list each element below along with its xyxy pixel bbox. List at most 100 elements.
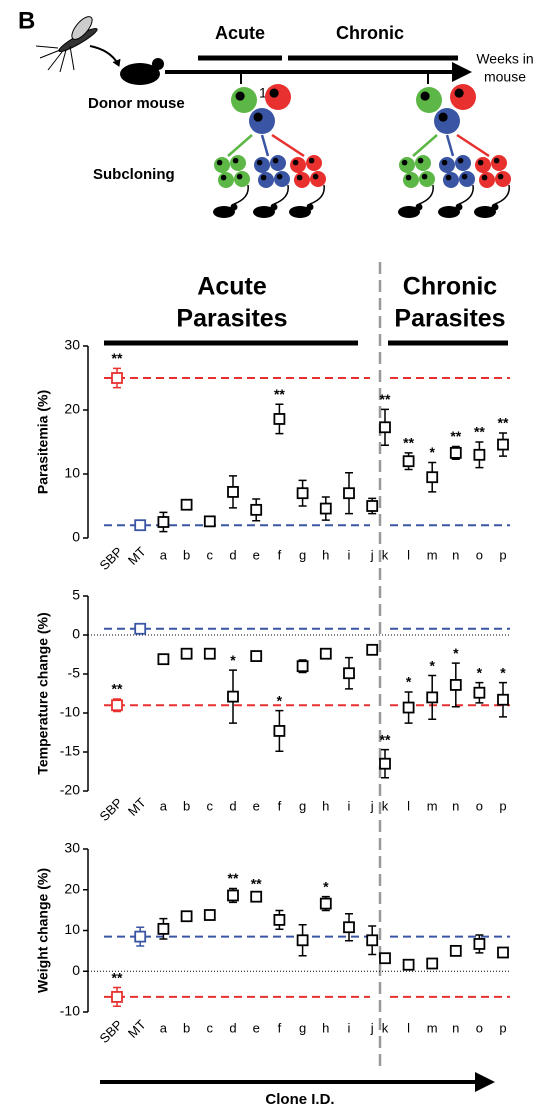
x-tick-label: c <box>207 547 214 562</box>
mosquito <box>35 16 121 73</box>
data-point <box>111 372 123 384</box>
data-point <box>180 498 193 511</box>
subcloning-label: Subcloning <box>93 166 175 183</box>
data-point <box>366 500 379 512</box>
cell <box>399 157 415 173</box>
cell-nucleus <box>405 174 412 181</box>
x-tick-label: n <box>452 547 459 562</box>
cell <box>294 172 310 188</box>
y-tick-label: 5 <box>72 587 80 603</box>
data-point <box>157 516 170 528</box>
significance-label: ** <box>112 681 123 697</box>
cell-nucleus <box>216 159 223 166</box>
x-tick-label: k <box>382 798 389 813</box>
x-tick-label: e <box>253 798 260 813</box>
x-tick-label: f <box>278 547 282 562</box>
x-tick-label: g <box>299 1020 306 1035</box>
cell <box>214 157 230 173</box>
timepoint-label: 1 <box>259 85 267 101</box>
data-point <box>250 890 263 903</box>
cell <box>450 84 476 110</box>
cell-nucleus <box>493 157 500 164</box>
significance-label: ** <box>228 870 239 886</box>
data-point <box>366 643 379 656</box>
cell <box>439 157 455 173</box>
mouse-icon <box>474 206 496 218</box>
significance-label: ** <box>474 424 485 440</box>
cell-nucleus <box>220 174 227 181</box>
cell-nucleus <box>401 159 408 166</box>
group-label: Parasites <box>176 305 287 333</box>
data-point <box>157 653 170 666</box>
timeline-label: mouse <box>484 69 526 85</box>
cell <box>491 155 507 171</box>
x-tick-label: p <box>499 1020 506 1035</box>
arrow <box>227 134 253 157</box>
y-tick-label: 10 <box>64 465 80 481</box>
cell <box>479 172 495 188</box>
cell-nucleus <box>420 91 430 101</box>
data-point <box>319 647 332 660</box>
data-point <box>273 725 286 737</box>
cell <box>249 108 275 134</box>
cell-nucleus <box>269 88 279 98</box>
data-point <box>449 944 462 957</box>
x-tick-label: p <box>499 798 506 813</box>
phase-label: Acute <box>215 23 265 43</box>
data-point <box>426 957 439 970</box>
group-label: Acute <box>197 273 267 301</box>
data-point <box>250 503 263 516</box>
x-tick-label: g <box>299 547 306 562</box>
x-tick-label: b <box>183 1020 190 1035</box>
x-tick-label: o <box>476 547 483 562</box>
x-tick-label: i <box>348 1020 351 1035</box>
x-tick-label: i <box>348 547 351 562</box>
data-point <box>319 897 332 910</box>
significance-label: ** <box>251 876 262 892</box>
x-tick-label: c <box>207 798 214 813</box>
mouse-icon <box>398 206 420 218</box>
significance-label: ** <box>380 731 391 747</box>
mouse-icon <box>120 58 164 85</box>
timeline-arrow <box>452 62 472 82</box>
x-tick-label: m <box>427 798 438 813</box>
x-tick-label: d <box>229 547 236 562</box>
x-tick-label: b <box>183 547 190 562</box>
x-tick-label: b <box>183 798 190 813</box>
cell-nucleus <box>441 159 448 166</box>
y-tick-label: 20 <box>64 401 80 417</box>
arrow <box>412 134 438 157</box>
mouse-icon <box>491 203 499 211</box>
x-tick-label: e <box>253 547 260 562</box>
data-point <box>134 930 147 943</box>
cell-nucleus <box>497 173 504 180</box>
data-point <box>111 699 123 712</box>
y-tick-label: 10 <box>64 921 80 937</box>
cell-nucleus <box>461 173 468 180</box>
cell-nucleus <box>457 157 464 164</box>
data-point <box>426 471 439 484</box>
significance-label: * <box>453 645 459 661</box>
arrow <box>260 134 270 157</box>
significance-label: * <box>230 652 236 668</box>
y-tick-label: -10 <box>60 1003 80 1019</box>
x-tick-label: h <box>322 798 329 813</box>
data-point <box>227 889 239 902</box>
x-arrow-head <box>475 1072 495 1092</box>
arrow <box>418 184 434 205</box>
mouse-icon <box>455 203 463 211</box>
x-tick-label: a <box>160 798 168 813</box>
cell <box>416 87 442 113</box>
data-point <box>402 958 415 971</box>
data-point <box>473 686 486 699</box>
data-point <box>296 487 309 500</box>
x-tick-label: j <box>370 547 374 562</box>
mouse-icon <box>270 203 278 211</box>
x-tick-label: m <box>427 1020 438 1035</box>
arrow <box>271 133 305 158</box>
data-point <box>157 922 170 935</box>
significance-label: ** <box>112 969 123 985</box>
group-headers: Acute Parasites Chronic Parasites <box>104 273 508 346</box>
x-tick-label: d <box>229 1020 236 1035</box>
donor-label: Donor mouse <box>88 95 185 112</box>
